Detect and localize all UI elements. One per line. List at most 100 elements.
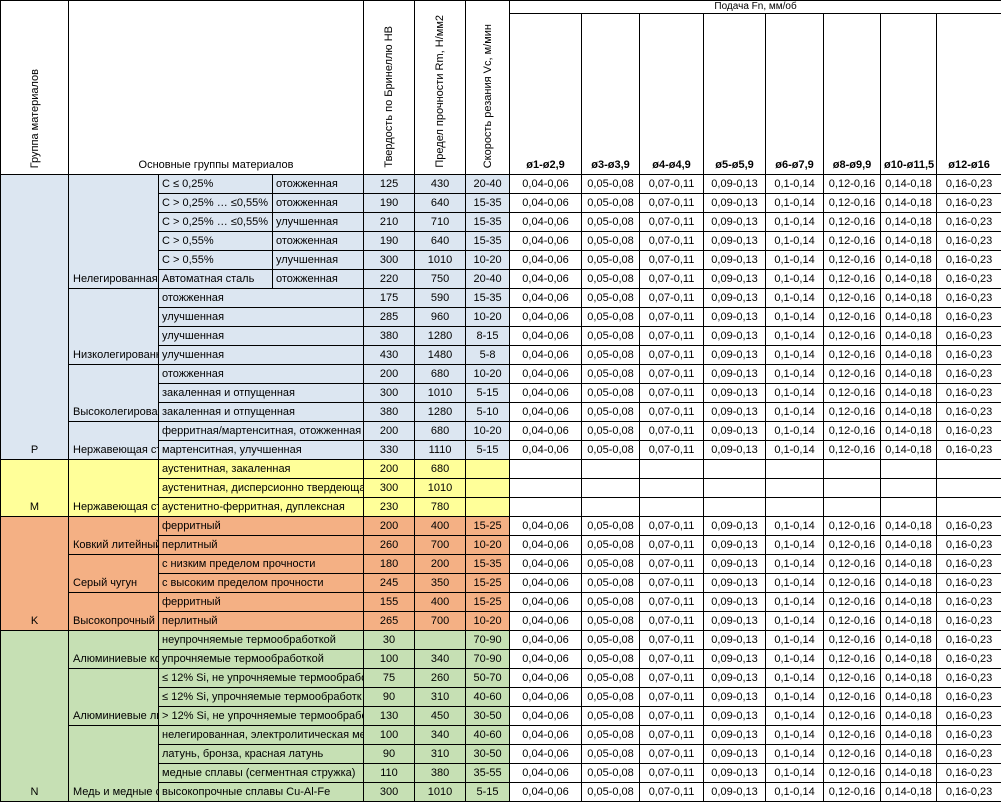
feed-value <box>704 479 766 498</box>
feed-value: 0,14-0,18 <box>881 745 937 764</box>
feed-value: 0,14-0,18 <box>881 422 937 441</box>
feed-value: 0,05-0,08 <box>582 422 640 441</box>
feed-value: 0,04-0,06 <box>510 365 582 384</box>
feed-value: 0,12-0,16 <box>824 346 881 365</box>
feed-value: 0,14-0,18 <box>881 232 937 251</box>
material-condition: C ≤ 0,25% <box>159 175 273 194</box>
feed-value <box>937 460 1001 479</box>
feed-value: 0,12-0,16 <box>824 783 881 802</box>
feed-value: 0,09-0,13 <box>704 783 766 802</box>
feed-value: 0,05-0,08 <box>582 175 640 194</box>
feed-value: 0,14-0,18 <box>881 783 937 802</box>
feed-value: 0,05-0,08 <box>582 707 640 726</box>
material-subgroup: Медь и медные с <box>69 726 159 802</box>
material-condition: аустенитная, дисперсионно твердеюща <box>159 479 364 498</box>
material-condition: C > 0,55% <box>159 251 273 270</box>
material-condition: неупрочняемые термообработкой <box>159 631 364 650</box>
strength-value: 1480 <box>415 346 466 365</box>
feed-value: 0,09-0,13 <box>704 631 766 650</box>
feed-value: 0,14-0,18 <box>881 327 937 346</box>
feed-value: 0,04-0,06 <box>510 688 582 707</box>
header-diameter: ø10-ø11,5 <box>881 14 937 175</box>
feed-value <box>640 460 704 479</box>
feed-value: 0,12-0,16 <box>824 308 881 327</box>
feed-value: 0,1-0,14 <box>766 232 824 251</box>
speed-value: 35-55 <box>466 764 510 783</box>
strength-value: 700 <box>415 536 466 555</box>
feed-value: 0,07-0,11 <box>640 612 704 631</box>
feed-value: 0,1-0,14 <box>766 669 824 688</box>
hardness-value: 90 <box>364 688 415 707</box>
feed-value: 0,07-0,11 <box>640 194 704 213</box>
strength-value: 1010 <box>415 384 466 403</box>
header-diameter: ø5-ø5,9 <box>704 14 766 175</box>
feed-value: 0,04-0,06 <box>510 517 582 536</box>
feed-value: 0,04-0,06 <box>510 308 582 327</box>
speed-value: 15-25 <box>466 574 510 593</box>
feed-value: 0,09-0,13 <box>704 555 766 574</box>
feed-value: 0,05-0,08 <box>582 308 640 327</box>
feed-value: 0,14-0,18 <box>881 612 937 631</box>
feed-value: 0,07-0,11 <box>640 726 704 745</box>
feed-value: 0,09-0,13 <box>704 175 766 194</box>
feed-value: 0,07-0,11 <box>640 745 704 764</box>
material-condition: аустенитно-ферритная, дуплексная <box>159 498 364 517</box>
feed-value <box>510 460 582 479</box>
feed-value: 0,16-0,23 <box>937 365 1001 384</box>
feed-value: 0,09-0,13 <box>704 688 766 707</box>
material-condition: перлитный <box>159 536 364 555</box>
feed-value: 0,07-0,11 <box>640 270 704 289</box>
feed-value: 0,07-0,11 <box>640 232 704 251</box>
material-condition: ≤ 12% Si, упрочняемые термообработк <box>159 688 364 707</box>
feed-value: 0,12-0,16 <box>824 251 881 270</box>
feed-value: 0,12-0,16 <box>824 612 881 631</box>
hardness-value: 200 <box>364 517 415 536</box>
feed-value: 0,16-0,23 <box>937 175 1001 194</box>
feed-value: 0,16-0,23 <box>937 707 1001 726</box>
feed-value <box>582 460 640 479</box>
strength-value: 400 <box>415 593 466 612</box>
material-treatment: отожженная <box>273 270 364 289</box>
feed-value: 0,12-0,16 <box>824 631 881 650</box>
material-subgroup: Алюминиевые ко <box>69 631 159 669</box>
speed-value: 15-25 <box>466 593 510 612</box>
feed-value: 0,16-0,23 <box>937 612 1001 631</box>
material-condition: ферритный <box>159 517 364 536</box>
hardness-value: 110 <box>364 764 415 783</box>
strength-value: 450 <box>415 707 466 726</box>
header-diameter: ø1-ø2,9 <box>510 14 582 175</box>
speed-value: 10-20 <box>466 422 510 441</box>
speed-value: 15-35 <box>466 289 510 308</box>
hardness-value: 245 <box>364 574 415 593</box>
hardness-value: 300 <box>364 479 415 498</box>
feed-value: 0,14-0,18 <box>881 270 937 289</box>
material-condition: C > 0,25% … ≤0,55% <box>159 194 273 213</box>
feed-value: 0,09-0,13 <box>704 574 766 593</box>
hardness-value: 200 <box>364 422 415 441</box>
feed-value: 0,14-0,18 <box>881 669 937 688</box>
feed-value: 0,05-0,08 <box>582 669 640 688</box>
material-condition: перлитный <box>159 612 364 631</box>
feed-value: 0,1-0,14 <box>766 422 824 441</box>
feed-value: 0,09-0,13 <box>704 232 766 251</box>
speed-value: 5-15 <box>466 384 510 403</box>
feed-value: 0,07-0,11 <box>640 688 704 707</box>
feed-value: 0,16-0,23 <box>937 764 1001 783</box>
material-subgroup: Нержавеющая ст <box>69 460 159 517</box>
feed-value: 0,05-0,08 <box>582 289 640 308</box>
feed-value: 0,04-0,06 <box>510 707 582 726</box>
speed-value: 40-60 <box>466 726 510 745</box>
feed-value: 0,07-0,11 <box>640 593 704 612</box>
speed-value: 10-20 <box>466 365 510 384</box>
feed-value: 0,12-0,16 <box>824 650 881 669</box>
feed-value: 0,05-0,08 <box>582 745 640 764</box>
speed-value: 30-50 <box>466 707 510 726</box>
feed-value: 0,09-0,13 <box>704 517 766 536</box>
feed-value <box>704 460 766 479</box>
speed-value: 15-25 <box>466 517 510 536</box>
feed-value: 0,09-0,13 <box>704 384 766 403</box>
feed-value: 0,04-0,06 <box>510 764 582 783</box>
